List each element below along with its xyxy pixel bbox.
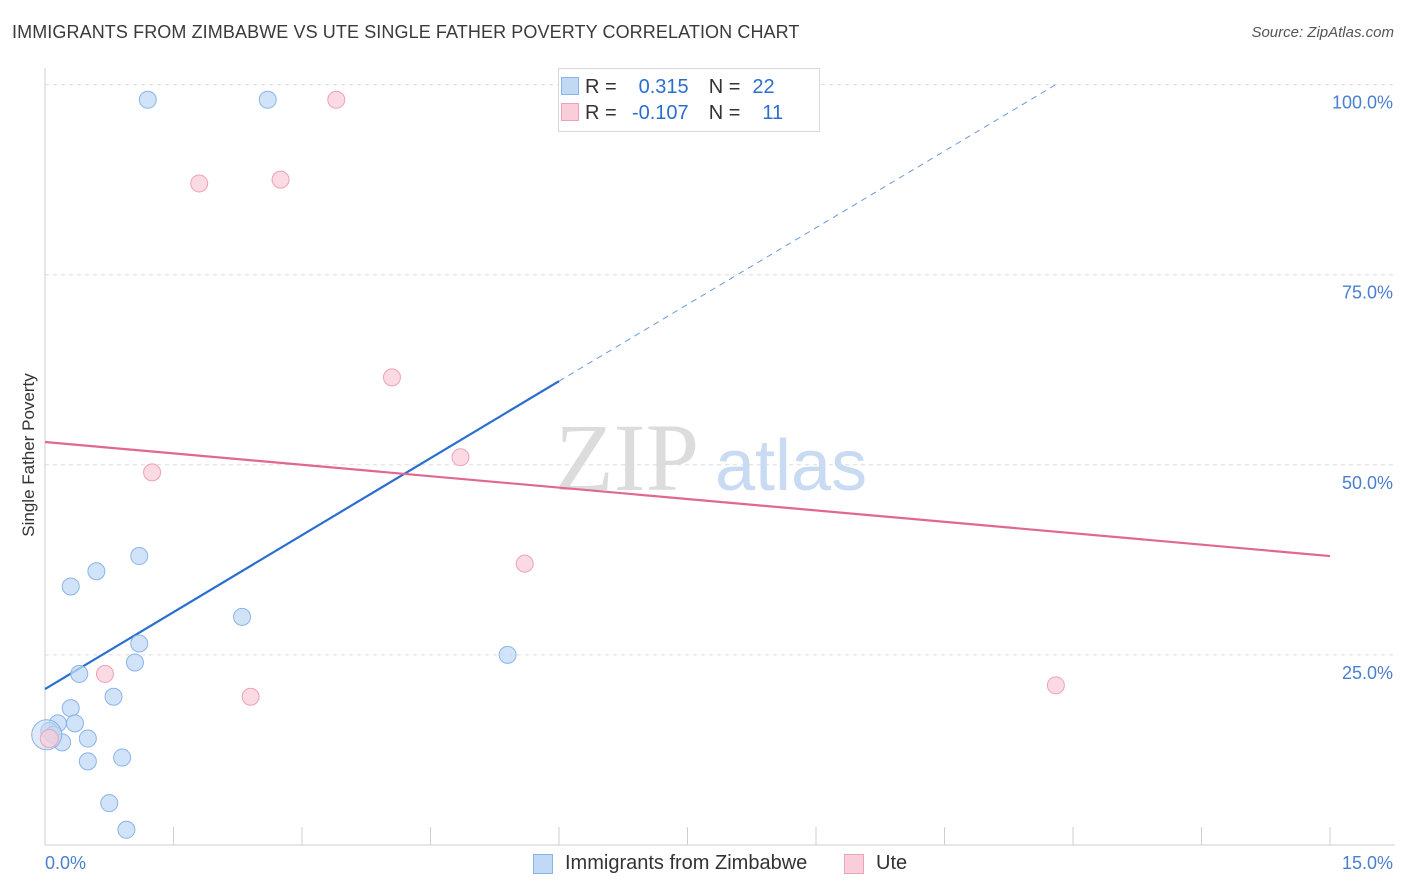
point-zimbabwe <box>78 752 97 771</box>
point-ute <box>39 729 59 749</box>
legend-n-label: N = <box>708 75 741 98</box>
point-zimbabwe <box>61 577 80 596</box>
bottom-legend-swatch-ute <box>844 854 864 874</box>
y-tick-label: 50.0% <box>1342 473 1393 493</box>
point-zimbabwe <box>113 748 132 767</box>
bottom-legend-swatch-zimbabwe <box>533 854 553 874</box>
point-zimbabwe <box>258 90 277 109</box>
source-label: Source: ZipAtlas.com <box>1251 24 1394 41</box>
point-zimbabwe <box>104 687 123 706</box>
legend-r-value-zimbabwe: 0.315 <box>638 75 689 98</box>
trend-line-zimbabwe <box>44 380 560 691</box>
point-zimbabwe <box>498 645 517 664</box>
point-zimbabwe <box>117 820 136 839</box>
chart-title: IMMIGRANTS FROM ZIMBABWE VS UTE SINGLE F… <box>12 22 800 42</box>
axes <box>44 68 1395 846</box>
point-zimbabwe <box>130 634 149 653</box>
legend-n-label: N = <box>708 101 741 124</box>
watermark: ZIP atlas <box>555 404 867 511</box>
legend-n-value-ute: 11 <box>762 101 784 124</box>
watermark-atlas: atlas <box>715 426 867 506</box>
trend-line-zimbabwe-extension <box>558 84 1057 382</box>
legend-r-value-ute: -0.107 <box>631 101 689 124</box>
point-zimbabwe <box>65 714 84 733</box>
point-zimbabwe <box>70 664 89 683</box>
bottom-legend-ute: Ute <box>876 852 908 874</box>
point-ute <box>382 368 401 387</box>
legend-row-ute: R = -0.107 N = 11 <box>561 101 784 125</box>
point-ute <box>1046 676 1065 695</box>
point-ute <box>515 554 534 573</box>
correlation-legend: R = 0.315 N = 22 R = -0.107 N = 11 <box>558 68 820 132</box>
point-ute <box>327 90 346 109</box>
tick-labels: 25.0% 50.0% 75.0% 100.0% 0.0% 15.0% <box>45 93 1393 873</box>
legend-swatch-ute <box>561 103 579 121</box>
gridlines <box>45 84 1395 656</box>
bottom-legend-zimbabwe: Immigrants from Zimbabwe <box>565 852 808 874</box>
legend-r-label: R = <box>585 75 617 98</box>
point-ute <box>271 170 290 189</box>
y-axis-label: Single Father Poverty <box>19 373 38 537</box>
legend-n-value-zimbabwe: 22 <box>752 75 775 98</box>
trend-line-ute <box>44 440 1331 558</box>
legend-r-label: R = <box>585 101 617 124</box>
point-zimbabwe <box>125 653 144 672</box>
point-zimbabwe <box>100 794 119 813</box>
point-zimbabwe <box>87 562 106 581</box>
point-zimbabwe <box>233 607 252 626</box>
data-points <box>31 90 1065 839</box>
point-ute <box>451 448 470 467</box>
y-tick-label: 25.0% <box>1342 663 1393 683</box>
point-ute <box>190 174 209 193</box>
y-tick-label: 75.0% <box>1342 283 1393 303</box>
point-zimbabwe <box>61 699 80 718</box>
legend-swatch-zimbabwe <box>561 77 579 95</box>
watermark-zip: ZIP <box>555 404 699 511</box>
point-ute <box>241 687 260 706</box>
trend-lines <box>44 84 1331 691</box>
x-tick-label: 0.0% <box>45 853 86 873</box>
point-zimbabwe <box>130 547 149 566</box>
x-tick-label: 15.0% <box>1342 853 1393 873</box>
point-zimbabwe <box>78 729 97 748</box>
legend-row-zimbabwe: R = 0.315 N = 22 <box>561 75 775 99</box>
point-ute <box>143 463 162 482</box>
point-ute <box>95 664 114 683</box>
point-zimbabwe <box>138 90 157 109</box>
y-tick-label: 100.0% <box>1332 93 1393 113</box>
